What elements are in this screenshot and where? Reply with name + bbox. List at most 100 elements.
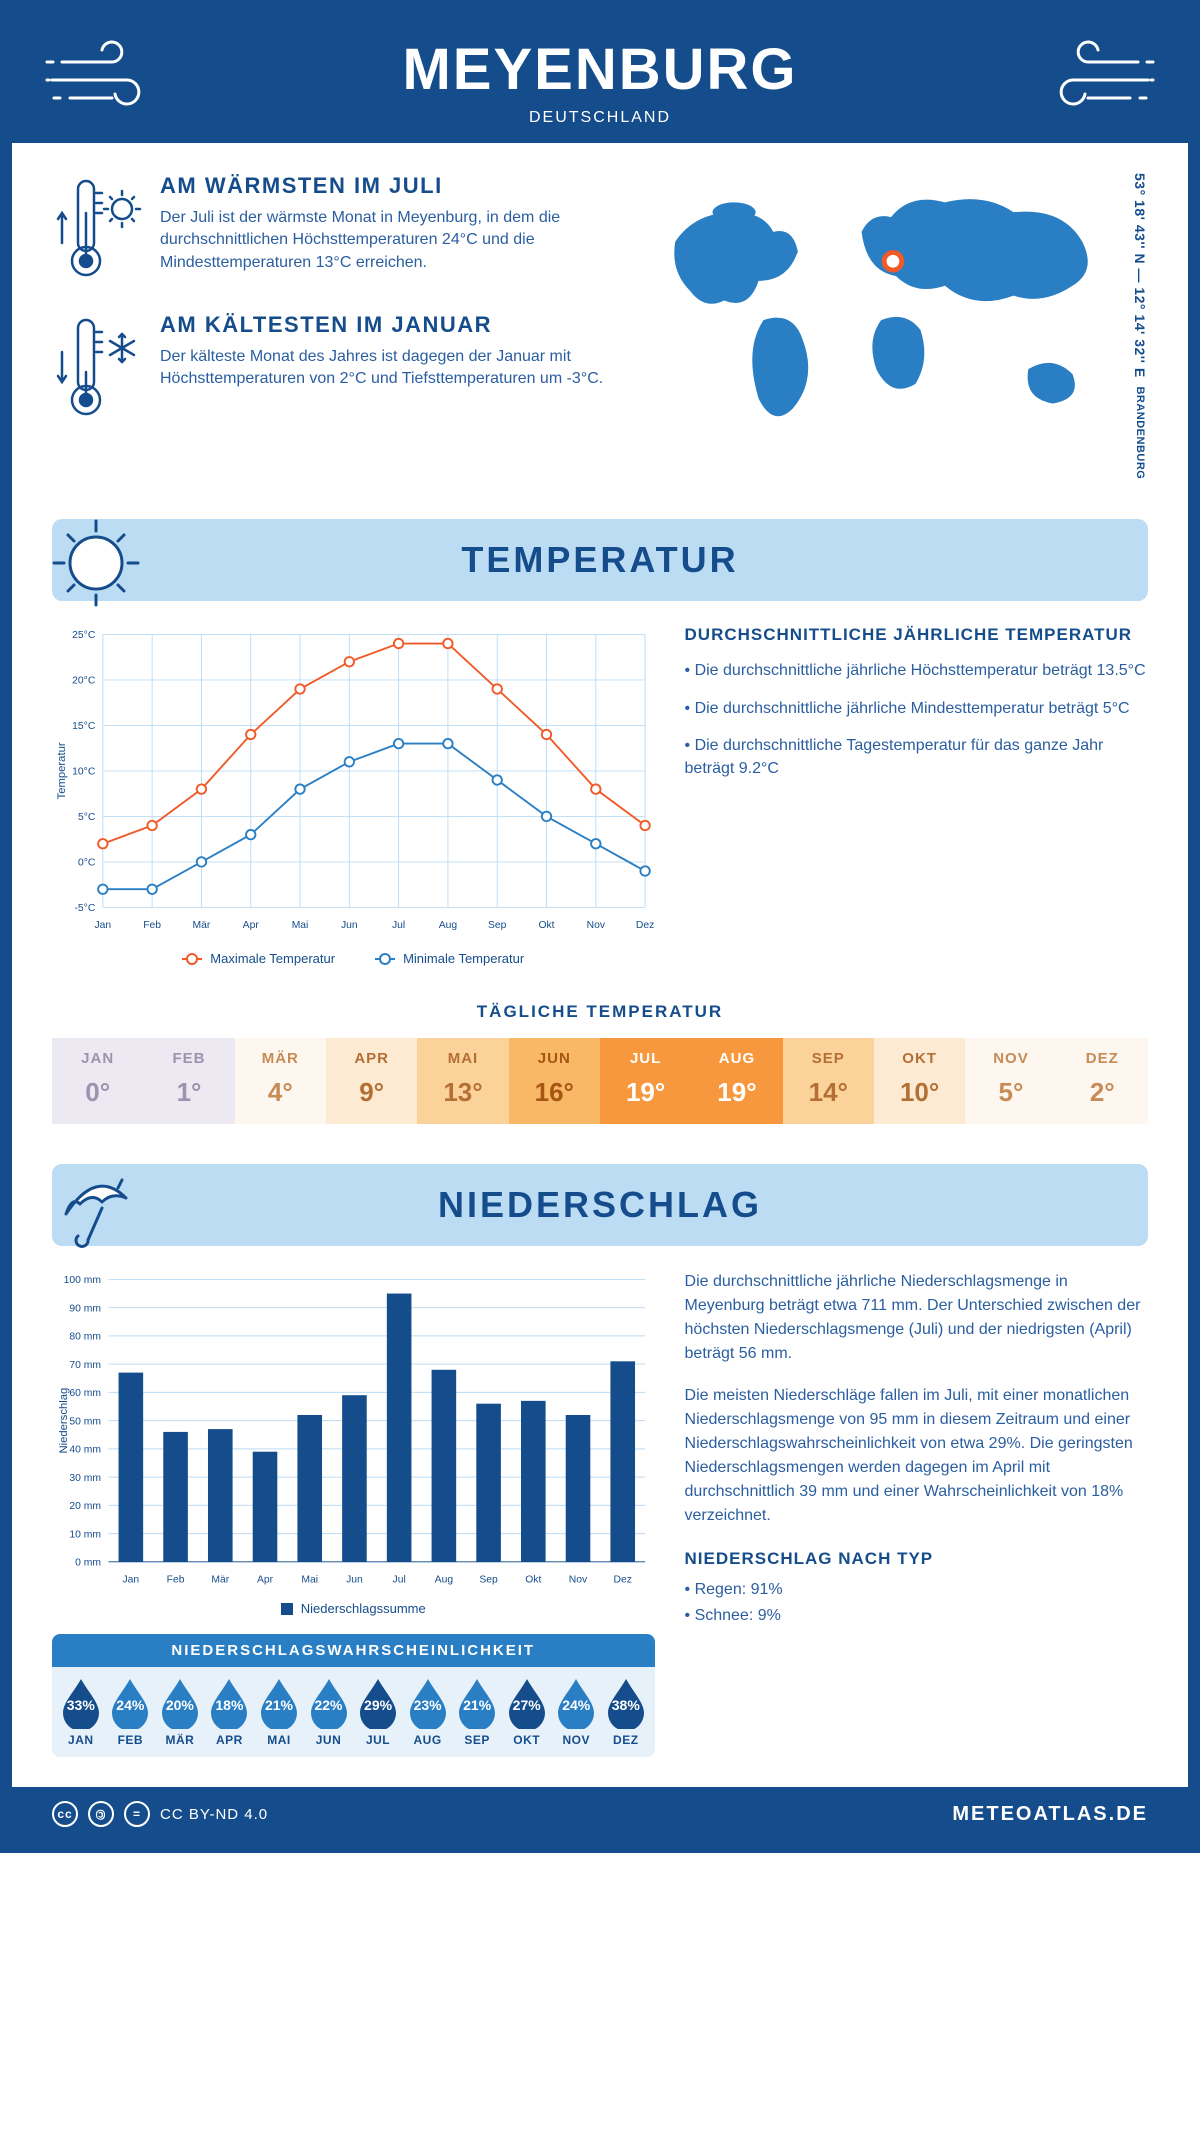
prob-cell: 24% FEB [106,1677,156,1747]
svg-text:70 mm: 70 mm [69,1360,101,1371]
footer: cc 🄯 = CC BY-ND 4.0 METEOATLAS.DE [12,1787,1188,1841]
warmest-text: Der Juli ist der wärmste Monat in Meyenb… [160,207,616,274]
prob-grid: 33% JAN 24% FEB 20% MÄR 18% APR 21% MAI … [52,1667,655,1757]
prob-cell: 18% APR [205,1677,255,1747]
prob-cell: 38% DEZ [601,1677,651,1747]
coldest-text: Der kälteste Monat des Jahres ist dagege… [160,346,616,391]
svg-text:Mai: Mai [292,920,309,931]
svg-text:5°C: 5°C [78,813,96,824]
svg-text:60 mm: 60 mm [69,1388,101,1399]
daily-temp-cell: FEB1° [143,1038,234,1124]
raindrop-icon: 23% [406,1677,450,1729]
daily-temp-cell: MÄR4° [235,1038,326,1124]
svg-text:Mär: Mär [193,920,211,931]
svg-text:Jul: Jul [392,920,405,931]
svg-text:Sep: Sep [488,920,507,931]
svg-text:Temperatur: Temperatur [56,742,68,799]
nd-icon: = [124,1801,150,1827]
svg-text:100 mm: 100 mm [64,1275,101,1286]
prob-cell: 27% OKT [502,1677,552,1747]
raindrop-icon: 22% [307,1677,351,1729]
sun-icon [46,513,146,618]
precip-type-item: • Schnee: 9% [685,1604,1148,1628]
svg-text:30 mm: 30 mm [69,1473,101,1484]
temperature-summary-title: DURCHSCHNITTLICHE JÄHRLICHE TEMPERATUR [685,625,1148,645]
daily-temp-cell: SEP14° [783,1038,874,1124]
temperature-heading: TEMPERATUR [52,539,1148,581]
svg-text:Aug: Aug [439,920,458,931]
daily-temp-cell: JUN16° [509,1038,600,1124]
daily-temp-cell: OKT10° [874,1038,965,1124]
precip-legend: Niederschlagssumme [52,1601,655,1616]
temperature-summary-item: • Die durchschnittliche jährliche Höchst… [685,659,1148,682]
svg-text:Dez: Dez [636,920,654,931]
temperature-banner: TEMPERATUR [52,519,1148,601]
by-icon: 🄯 [88,1801,114,1827]
svg-text:0°C: 0°C [78,858,96,869]
svg-text:Dez: Dez [614,1575,632,1586]
svg-text:10 mm: 10 mm [69,1529,101,1540]
raindrop-icon: 33% [59,1677,103,1729]
page-subtitle: DEUTSCHLAND [12,109,1188,127]
license-text: CC BY-ND 4.0 [160,1806,268,1823]
raindrop-icon: 24% [554,1677,598,1729]
svg-text:Jun: Jun [346,1575,363,1586]
temperature-summary-item: • Die durchschnittliche jährliche Mindes… [685,697,1148,720]
precip-heading: NIEDERSCHLAG [52,1184,1148,1226]
svg-text:90 mm: 90 mm [69,1303,101,1314]
svg-text:Mai: Mai [301,1575,318,1586]
warmest-heading: AM WÄRMSTEN IM JULI [160,173,616,199]
daily-temp-title: TÄGLICHE TEMPERATUR [12,1002,1188,1022]
svg-text:Jul: Jul [393,1575,406,1586]
svg-text:Okt: Okt [538,920,554,931]
svg-text:10°C: 10°C [72,767,96,778]
daily-temp-cell: AUG19° [691,1038,782,1124]
prob-cell: 20% MÄR [155,1677,205,1747]
svg-text:-5°C: -5°C [74,904,95,915]
svg-text:Jan: Jan [94,920,111,931]
world-map [636,173,1126,448]
precip-paragraph: Die meisten Niederschläge fallen im Juli… [685,1384,1148,1528]
temperature-legend: .legend-item:nth-child(1) .legend-swatch… [52,951,655,966]
svg-text:25°C: 25°C [72,631,96,642]
temperature-line-chart: -5°C0°C5°C10°C15°C20°C25°CJanFebMärAprMa… [52,625,655,966]
svg-text:Nov: Nov [587,920,606,931]
svg-text:20°C: 20°C [72,676,96,687]
prob-cell: 33% JAN [56,1677,106,1747]
svg-text:Jun: Jun [341,920,358,931]
coldest-block: AM KÄLTESTEN IM JANUAR Der kälteste Mona… [52,312,616,427]
daily-temp-cell: MAI13° [417,1038,508,1124]
warmest-block: AM WÄRMSTEN IM JULI Der Juli ist der wär… [52,173,616,288]
daily-temp-cell: DEZ2° [1057,1038,1148,1124]
raindrop-icon: 27% [505,1677,549,1729]
page-title: MEYENBURG [12,36,1188,103]
coordinates: 53° 18' 43'' N — 12° 14' 32'' E BRANDENB… [1132,173,1148,479]
svg-text:Niederschlag: Niederschlag [58,1388,70,1454]
raindrop-icon: 24% [108,1677,152,1729]
svg-text:80 mm: 80 mm [69,1332,101,1343]
daily-temp-grid: JAN0°FEB1°MÄR4°APR9°MAI13°JUN16°JUL19°AU… [52,1038,1148,1124]
raindrop-icon: 20% [158,1677,202,1729]
info-section: AM WÄRMSTEN IM JULI Der Juli ist der wär… [12,143,1188,499]
site-name: METEOATLAS.DE [952,1803,1148,1826]
prob-cell: 21% SEP [452,1677,502,1747]
svg-text:0 mm: 0 mm [75,1558,101,1569]
svg-text:20 mm: 20 mm [69,1501,101,1512]
precip-paragraph: Die durchschnittliche jährliche Niedersc… [685,1270,1148,1366]
svg-text:Apr: Apr [243,920,260,931]
coldest-heading: AM KÄLTESTEN IM JANUAR [160,312,616,338]
prob-cell: 29% JUL [353,1677,403,1747]
svg-text:50 mm: 50 mm [69,1416,101,1427]
prob-cell: 24% NOV [551,1677,601,1747]
precip-type-title: NIEDERSCHLAG NACH TYP [685,1546,1148,1572]
raindrop-icon: 21% [455,1677,499,1729]
svg-text:Aug: Aug [435,1575,454,1586]
svg-text:Feb: Feb [167,1575,185,1586]
thermometer-hot-icon [52,173,142,288]
precip-type-item: • Regen: 91% [685,1578,1148,1602]
svg-text:Okt: Okt [525,1575,541,1586]
svg-text:40 mm: 40 mm [69,1445,101,1456]
svg-text:Apr: Apr [257,1575,274,1586]
header: MEYENBURG DEUTSCHLAND [12,12,1188,143]
wind-icon [1028,32,1158,127]
